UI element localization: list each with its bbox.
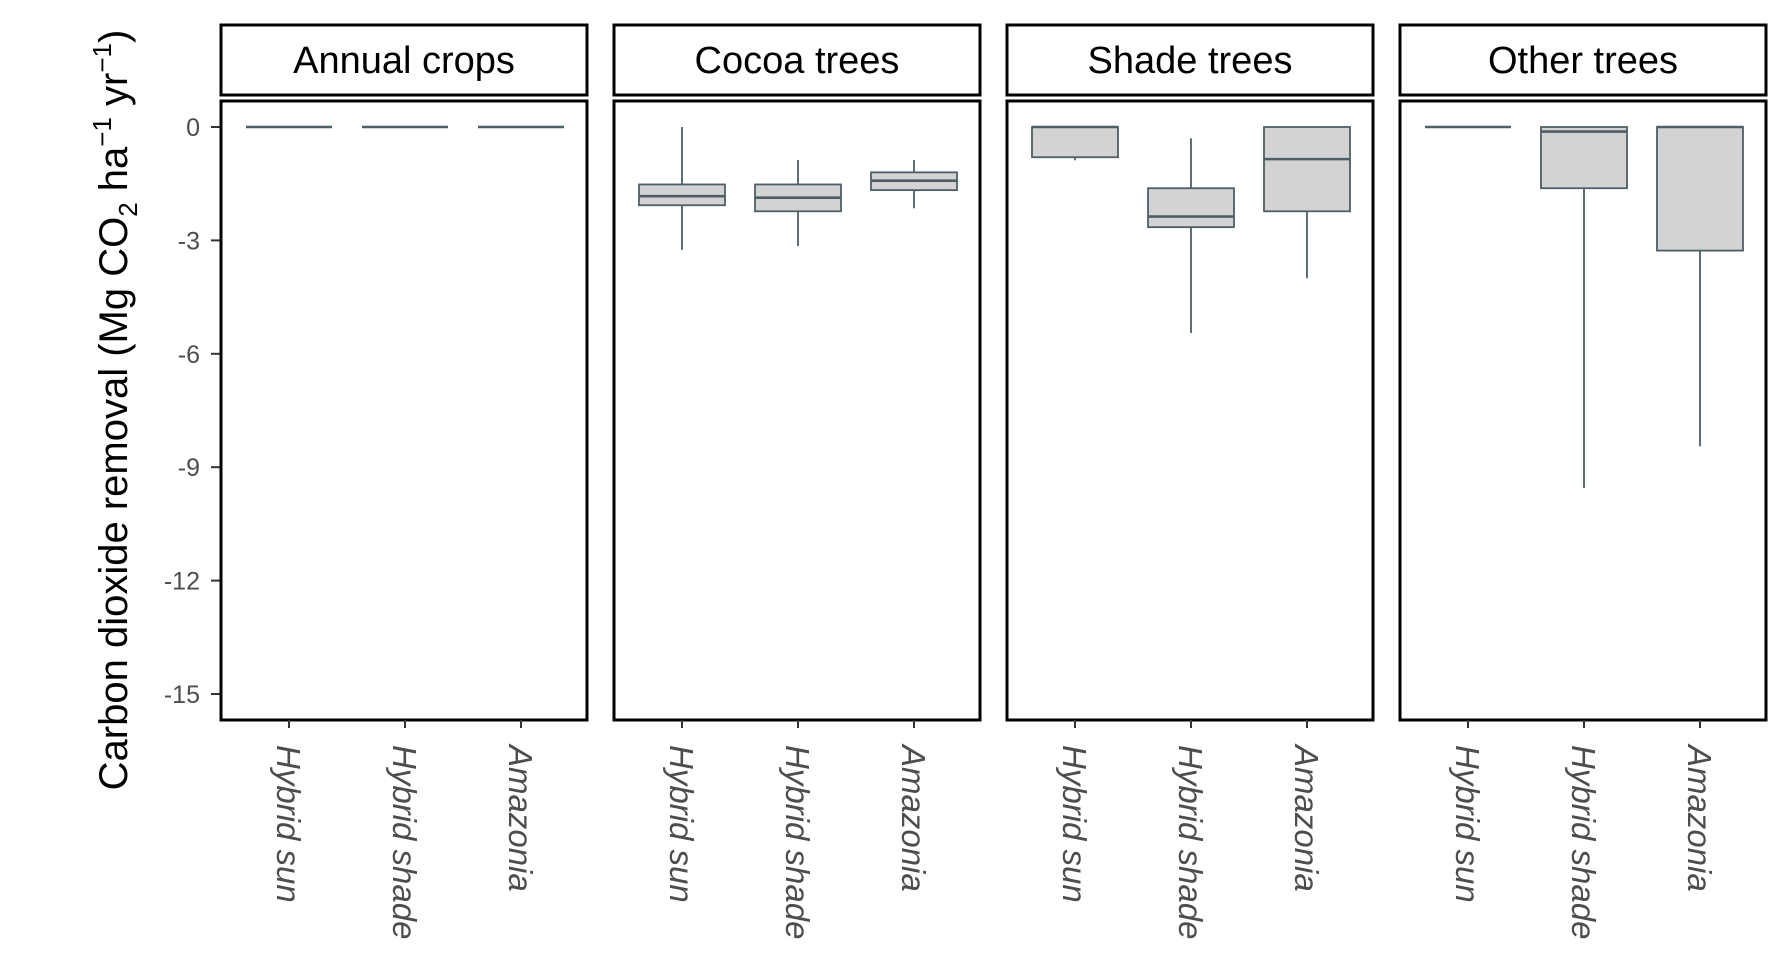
y-tick-label: -15 — [164, 681, 200, 709]
facet-strip — [1005, 23, 1375, 97]
facets: Annual crops Hybrid sun Hybrid shade Amazon… — [219, 23, 1768, 939]
facet-panel: Cocoa trees Hybrid sun Hybrid shade Amazoni… — [612, 23, 982, 939]
x-tick-label: Hybrid sun — [663, 745, 700, 903]
y-tick-label: 0 — [186, 114, 200, 142]
y-axis-title-close: ) — [92, 30, 136, 43]
y-axis-title-ha: ha — [92, 146, 136, 202]
y-ticks: 0 -3 -6 -9 -12 -15 — [164, 114, 220, 709]
x-tick-label: Hybrid shade — [779, 745, 816, 939]
y-tick-label: -9 — [178, 454, 200, 482]
box — [1263, 126, 1351, 279]
x-tick-label: Hybrid shade — [386, 745, 423, 939]
box — [638, 127, 726, 250]
x-tick-label: Hybrid sun — [1056, 745, 1093, 903]
facet-strip-label: Shade trees — [1088, 40, 1293, 82]
box-body — [1031, 126, 1119, 159]
facet-strip-label: Annual crops — [293, 40, 515, 82]
y-tick-label: -6 — [178, 341, 200, 369]
facet-panel: Shade trees Hybrid sun Hybrid shade Amazoni… — [1005, 23, 1375, 939]
box-body — [1540, 126, 1628, 190]
y-tick-label: -3 — [178, 227, 200, 255]
x-tick-label: Hybrid shade — [1565, 745, 1602, 939]
y-axis-title: Carbon dioxide removal (Mg CO2 ha−1 yr−1… — [87, 30, 143, 791]
box — [1031, 125, 1119, 161]
y-axis-title-superscript-2: −1 — [87, 43, 117, 73]
facet-panel: Annual crops Hybrid sun Hybrid shade Amazon… — [219, 23, 589, 939]
box — [1656, 125, 1744, 447]
box-body — [1147, 187, 1235, 229]
y-axis-title-superscript-1: −1 — [87, 117, 117, 147]
x-tick-label: Amazonia — [895, 743, 932, 892]
x-tick-label: Amazonia — [1288, 743, 1325, 892]
facet-strip-label: Other trees — [1488, 40, 1678, 82]
y-axis: Carbon dioxide removal (Mg CO2 ha−1 yr−1… — [87, 30, 220, 791]
y-axis-title-subscript: 2 — [113, 202, 143, 216]
x-tick-label: Amazonia — [502, 743, 539, 892]
x-tick-label: Hybrid sun — [270, 745, 307, 903]
y-tick-label: -12 — [164, 568, 200, 596]
box-body — [1656, 126, 1744, 252]
box — [870, 159, 958, 209]
facet-strip — [612, 23, 982, 97]
box — [754, 159, 842, 247]
facet-strip-label: Cocoa trees — [695, 40, 900, 82]
facet-strip — [219, 23, 589, 97]
y-axis-title-main: Carbon dioxide removal (Mg CO — [92, 217, 136, 791]
panel-border — [219, 99, 589, 722]
box — [1540, 126, 1628, 488]
facet-panel: Other trees Hybrid sun Hybrid shade Amazoni… — [1398, 23, 1768, 939]
x-tick-label: Hybrid shade — [1172, 745, 1209, 939]
x-tick-label: Hybrid sun — [1449, 745, 1486, 903]
box-body — [638, 183, 726, 207]
box — [1147, 138, 1235, 334]
y-axis-title-yr: yr — [92, 73, 136, 117]
x-tick-label: Amazonia — [1681, 743, 1718, 892]
box-body — [1263, 126, 1351, 213]
facet-strip — [1398, 23, 1768, 97]
